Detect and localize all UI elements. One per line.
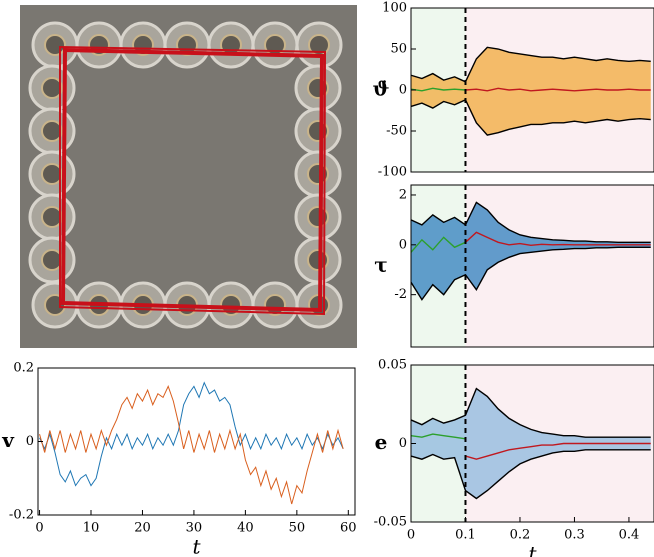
y-tick-label: -50 xyxy=(386,124,407,139)
series-line xyxy=(410,433,466,440)
x-tick-label: 0.1 xyxy=(455,528,476,543)
y-tick-label: 0 xyxy=(399,237,407,252)
series-line xyxy=(39,381,344,487)
y-axis-label: ϑ̇ xyxy=(373,77,390,101)
spread-band xyxy=(411,202,651,300)
y-axis-label: v xyxy=(1,428,15,452)
y-axis-label: e xyxy=(375,430,388,454)
photo xyxy=(20,5,357,348)
x-tick-label: 0.4 xyxy=(619,528,640,543)
series-line xyxy=(410,201,651,244)
panel: -2 0 2 τ xyxy=(374,184,654,348)
y-tick-label: -0.2 xyxy=(9,508,34,523)
robot-core xyxy=(44,34,66,56)
series-line xyxy=(410,246,651,301)
y-tick-label: 0.2 xyxy=(13,361,34,376)
series-line xyxy=(410,236,466,253)
x-tick-label: 30 xyxy=(186,521,203,536)
y-tick-label: 2 xyxy=(399,187,407,202)
x-tick-label: 40 xyxy=(237,521,254,536)
robot-core xyxy=(220,294,242,316)
robot-core xyxy=(41,120,63,142)
x-tick-label: 0.2 xyxy=(510,528,531,543)
series-line xyxy=(410,449,651,500)
series-line xyxy=(465,231,651,247)
shade-after xyxy=(465,185,654,347)
series-line xyxy=(465,442,651,460)
y-tick-label: 50 xyxy=(390,42,407,57)
x-tick-label: 0 xyxy=(35,521,43,536)
trajectory xyxy=(60,47,325,313)
x-tick-label: 20 xyxy=(134,521,151,536)
robot-core xyxy=(307,249,329,271)
y-tick-label: -2 xyxy=(394,287,407,302)
x-tick-label: 0.3 xyxy=(564,528,585,543)
axes-frame xyxy=(410,184,654,348)
y-tick-label: 0 xyxy=(399,83,407,98)
y-axis-label: τ xyxy=(374,253,387,277)
series-line xyxy=(39,385,344,505)
y-tick-label: -0.05 xyxy=(374,515,407,530)
y-tick-label: 0.05 xyxy=(378,358,407,373)
series-line xyxy=(410,87,466,92)
series-line xyxy=(465,87,651,92)
trajectory xyxy=(59,45,327,316)
robot-core xyxy=(41,163,63,185)
y-tick-label: -100 xyxy=(378,165,407,180)
x-tick-label: 60 xyxy=(340,521,357,536)
x-axis-label: t xyxy=(192,535,201,557)
panel: -100 -50 0 50 100 ϑ̇ xyxy=(373,1,654,180)
x-axis-label: t xyxy=(528,542,537,557)
y-tick-label: 0 xyxy=(26,434,34,449)
series-line xyxy=(410,46,651,83)
x-tick-label: 0 xyxy=(407,528,415,543)
robot-core xyxy=(41,77,63,99)
x-tick-label: 10 xyxy=(83,521,100,536)
robot-core xyxy=(307,206,329,228)
x-tick-label: 50 xyxy=(289,521,306,536)
series-line xyxy=(410,98,651,136)
y-tick-label: 100 xyxy=(382,1,407,16)
y-tick-label: 0 xyxy=(399,436,407,451)
series-line xyxy=(410,387,651,438)
spread-band xyxy=(411,388,651,499)
